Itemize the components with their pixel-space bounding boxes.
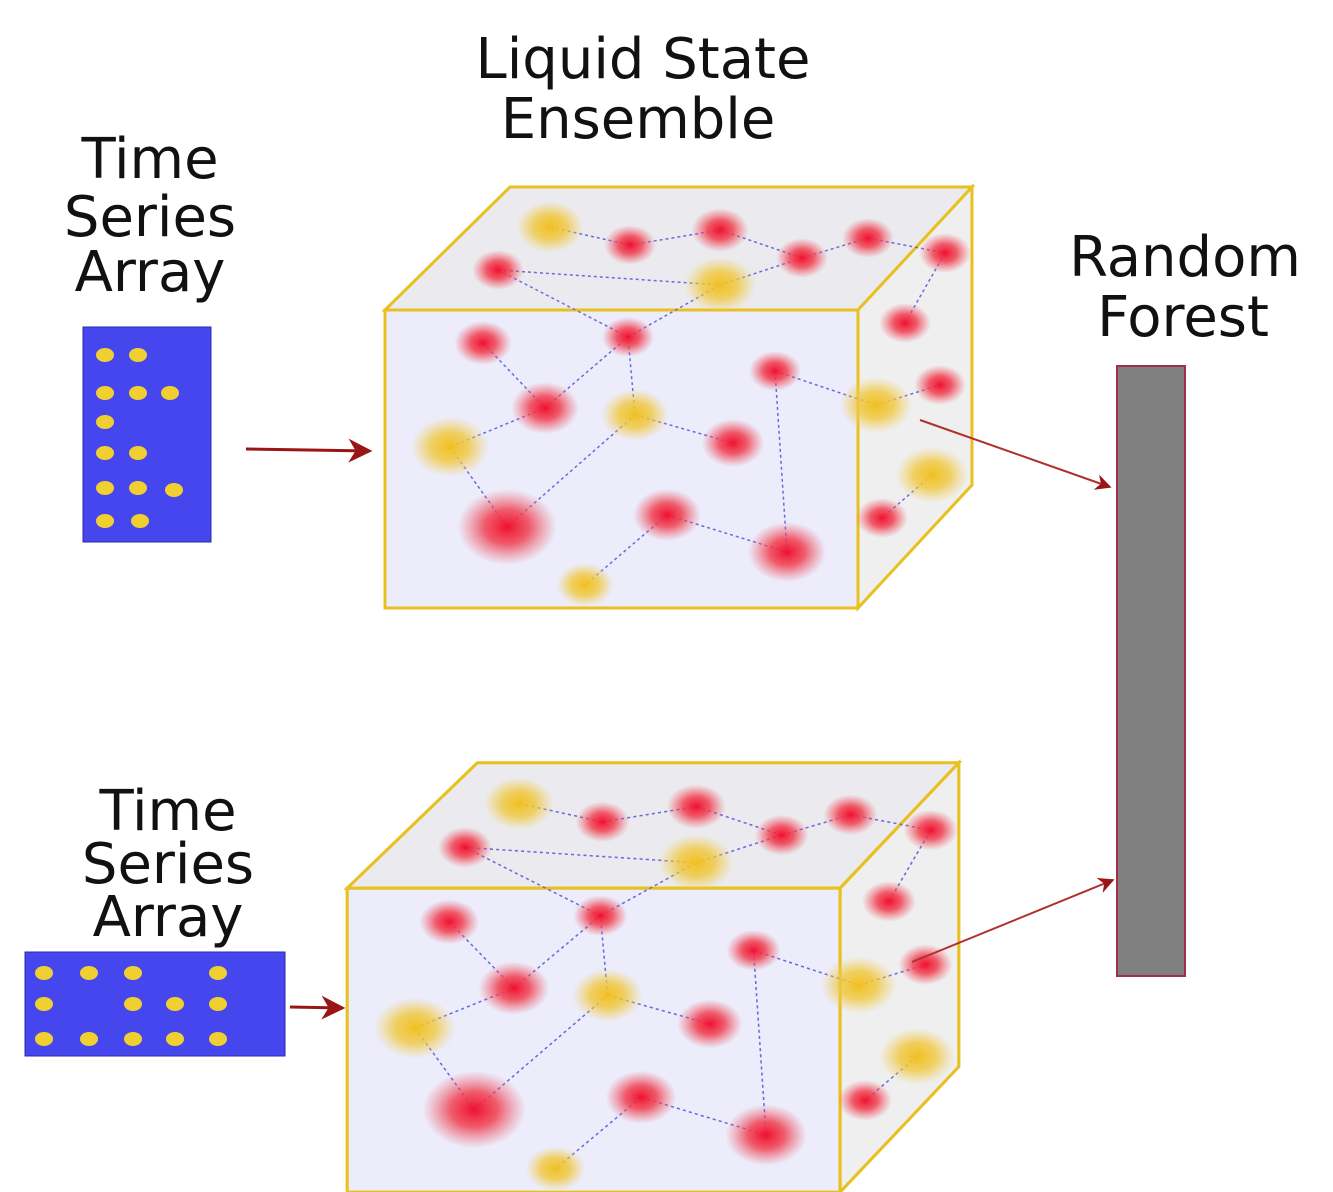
neuron — [691, 208, 748, 252]
title-line: Liquid State — [476, 27, 811, 92]
dot — [35, 997, 53, 1011]
dot — [96, 386, 114, 400]
neuron — [438, 827, 492, 868]
dot — [96, 415, 114, 429]
neuron — [879, 303, 931, 343]
neuron — [684, 257, 757, 313]
dot — [209, 966, 227, 980]
arrow — [290, 1007, 343, 1008]
dot — [124, 997, 142, 1011]
neuron — [919, 233, 971, 273]
dot — [129, 386, 147, 400]
neuron — [776, 238, 828, 278]
neuron — [658, 834, 734, 891]
neuron — [556, 563, 613, 607]
output-label: Forest — [1097, 285, 1269, 350]
arrow — [246, 449, 370, 451]
neuron — [411, 417, 489, 477]
dot — [124, 966, 142, 980]
neuron — [602, 317, 654, 357]
neuron — [516, 201, 584, 253]
output-label: Random — [1069, 225, 1301, 290]
neuron — [454, 321, 511, 365]
random-forest-bar — [1117, 366, 1185, 976]
dot — [166, 997, 184, 1011]
dot — [80, 966, 98, 980]
neuron — [458, 489, 557, 565]
neuron — [840, 377, 913, 433]
input-label: Time — [80, 127, 218, 192]
neuron — [749, 351, 801, 391]
neuron — [702, 419, 764, 467]
dot — [96, 481, 114, 495]
diagram: Liquid State Ensemble Time Series Array … — [0, 0, 1333, 1192]
neuron — [838, 1080, 892, 1121]
neuron — [601, 389, 669, 441]
dot — [124, 1032, 142, 1046]
neuron — [374, 997, 455, 1058]
neuron — [748, 522, 826, 582]
neuron — [479, 962, 549, 1015]
neuron — [677, 999, 742, 1048]
reservoir-cube — [385, 187, 972, 608]
dot — [165, 483, 183, 497]
neuron — [842, 218, 894, 258]
neuron — [575, 802, 629, 843]
input-label: Array — [93, 885, 244, 950]
neuron — [904, 810, 958, 851]
title-line: Ensemble — [501, 87, 776, 152]
neuron — [573, 895, 627, 936]
neuron — [823, 794, 877, 835]
neuron — [896, 447, 969, 503]
dot — [129, 481, 147, 495]
neuron — [606, 1071, 676, 1124]
neuron — [604, 225, 656, 265]
neuron — [755, 815, 809, 856]
neuron — [821, 957, 897, 1014]
dot — [35, 1032, 53, 1046]
dot — [161, 386, 179, 400]
dot — [96, 348, 114, 362]
neuron — [633, 489, 701, 541]
input-array — [25, 952, 285, 1056]
neuron — [862, 881, 916, 922]
dot — [96, 446, 114, 460]
dot — [35, 966, 53, 980]
dot — [209, 997, 227, 1011]
neuron — [526, 1146, 586, 1191]
neuron — [726, 930, 780, 971]
neuron — [511, 382, 579, 434]
dot — [209, 1032, 227, 1046]
neuron — [879, 1028, 955, 1085]
dot — [129, 348, 147, 362]
neuron — [666, 784, 726, 829]
neuron — [914, 365, 966, 405]
input-label: Array — [75, 240, 226, 305]
dot — [131, 514, 149, 528]
dot — [129, 446, 147, 460]
neuron — [472, 250, 524, 290]
neuron — [898, 944, 952, 985]
neuron — [856, 498, 908, 538]
dot — [166, 1032, 184, 1046]
neuron — [572, 969, 642, 1022]
neuron — [423, 1071, 526, 1149]
reservoir-cube — [347, 763, 959, 1192]
dot — [80, 1032, 98, 1046]
dot — [96, 514, 114, 528]
neuron — [484, 777, 554, 830]
neuron — [419, 899, 479, 944]
neuron — [725, 1104, 806, 1165]
